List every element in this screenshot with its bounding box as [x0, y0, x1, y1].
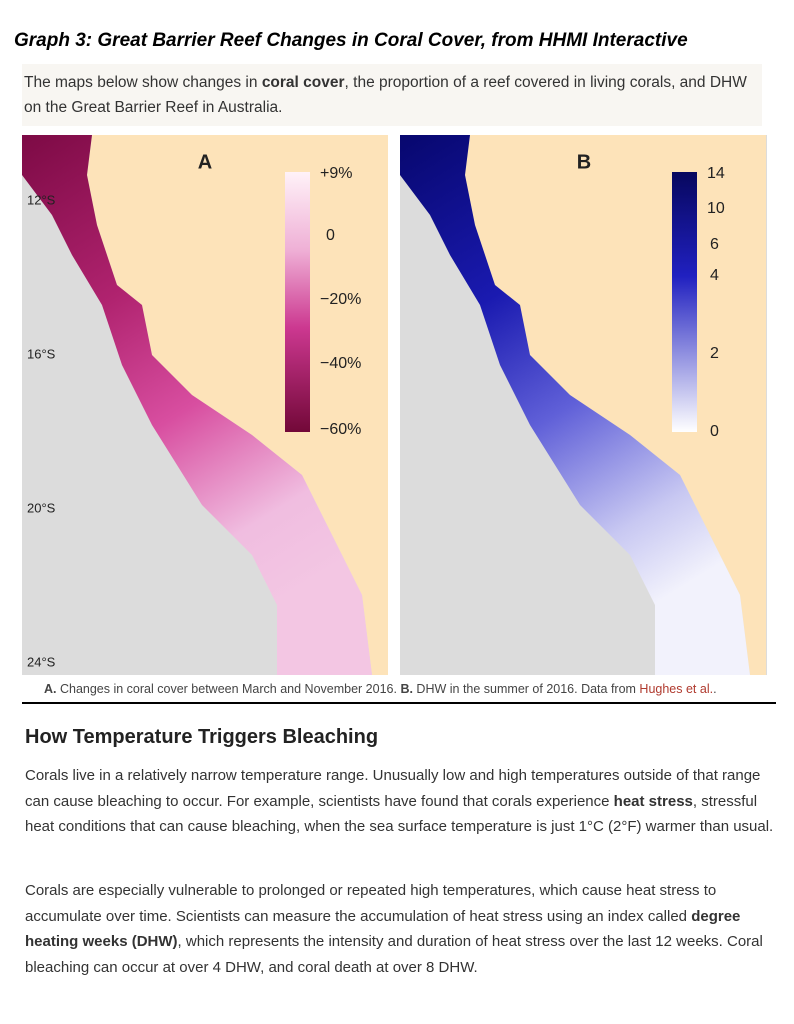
text: , the proportion of a reef covered in li…	[24, 74, 747, 116]
legend-label: −60%	[320, 421, 361, 438]
maps: A +9% 0 −20% −40% −60% 12°S 16°S 20°S 24…	[22, 135, 767, 675]
legend-label: +9%	[320, 165, 352, 182]
caption: A. Changes in coral cover between March …	[44, 682, 717, 696]
text: Corals are especially vulnerable to prol…	[25, 882, 717, 925]
divider	[22, 702, 776, 704]
legend-label: −20%	[320, 291, 361, 308]
legend-label: 0	[710, 423, 719, 440]
legend-label: 6	[710, 236, 719, 253]
legend-label: 2	[710, 345, 719, 362]
text: , stressful heat conditions that can cau…	[25, 792, 774, 836]
bold-text: B.	[400, 682, 413, 696]
text: .	[713, 682, 717, 696]
text: Corals live in a relatively narrow tempe…	[25, 767, 761, 810]
title: Graph 3: Great Barrier Reef Changes in C…	[14, 30, 688, 51]
map-b: B 14 10 6 4 2 0	[400, 135, 767, 675]
intro: The maps below show changes in coral cov…	[22, 64, 762, 126]
map-label: B	[577, 151, 591, 173]
latitude-label: 20°S	[27, 500, 56, 515]
text: The maps below show changes in	[24, 74, 262, 91]
text: DHW in the summer of 2016. Data from	[412, 682, 640, 696]
legend-label: 10	[707, 200, 725, 217]
map-a: A +9% 0 −20% −40% −60% 12°S 16°S 20°S 24…	[22, 135, 388, 675]
legend-label: 0	[326, 227, 335, 244]
latitude-label: 16°S	[27, 346, 56, 361]
bold-text: A.	[44, 682, 57, 696]
text: Changes in coral cover between March and…	[56, 682, 401, 696]
legend-label: −40%	[320, 355, 361, 372]
latitude-label: 12°S	[27, 192, 56, 207]
text: , which represents the intensity and dur…	[25, 933, 763, 976]
link[interactable]: Hughes et al.	[639, 682, 714, 696]
section-heading: How Temperature Triggers Bleaching	[25, 726, 379, 748]
legend-label: 4	[710, 267, 719, 284]
bold-text: heat stress	[613, 792, 693, 810]
latitude-label: 24°S	[27, 654, 56, 669]
map-label: A	[198, 151, 212, 173]
paragraph: Corals live in a relatively narrow tempe…	[25, 763, 775, 840]
legend-label: 14	[707, 165, 725, 182]
bold-text: degree heating weeks (DHW)	[25, 907, 741, 951]
paragraph: Corals are especially vulnerable to prol…	[25, 878, 775, 980]
bold-text: coral cover	[261, 74, 345, 91]
